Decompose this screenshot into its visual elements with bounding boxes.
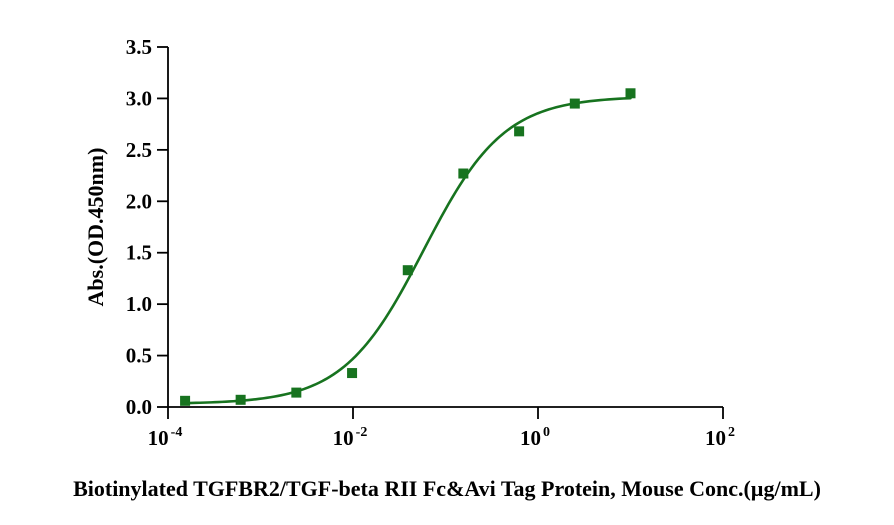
x-tick-label: 10 0 — [520, 425, 550, 450]
data-point-marker — [458, 168, 469, 179]
y-tick-label: 1.5 — [126, 241, 152, 265]
y-tick-label: 2.0 — [126, 189, 152, 213]
axes: 0.0 0.5 1.0 1.5 2.0 2.5 3.0 3.5 10 -4 10 -2 10 0 10 2 — [126, 35, 735, 450]
y-axis-title: Abs.(OD.450nm) — [83, 147, 108, 307]
y-tick-label: 3.0 — [126, 86, 152, 110]
data-point-marker — [235, 394, 246, 405]
data-series — [180, 88, 636, 406]
data-point-marker — [347, 368, 358, 379]
data-point-marker — [291, 387, 302, 398]
data-point-marker — [180, 395, 191, 406]
x-tick-label: 10 -2 — [333, 425, 368, 450]
x-tick-label: 10 -4 — [148, 425, 183, 450]
x-tick-label: 10 2 — [705, 425, 735, 450]
data-point-marker — [569, 98, 580, 109]
data-point-marker — [625, 88, 636, 99]
fit-curve — [183, 96, 632, 405]
y-tick-label: 1.0 — [126, 292, 152, 316]
data-point-marker — [514, 126, 525, 137]
data-point-marker — [402, 265, 413, 276]
y-tick-label: 3.5 — [126, 35, 152, 59]
y-tick-label: 2.5 — [126, 138, 152, 162]
x-axis-title: Biotinylated TGFBR2/TGF-beta RII Fc&Avi … — [73, 476, 821, 501]
y-tick-label: 0.5 — [126, 344, 152, 368]
y-tick-label: 0.0 — [126, 395, 152, 419]
